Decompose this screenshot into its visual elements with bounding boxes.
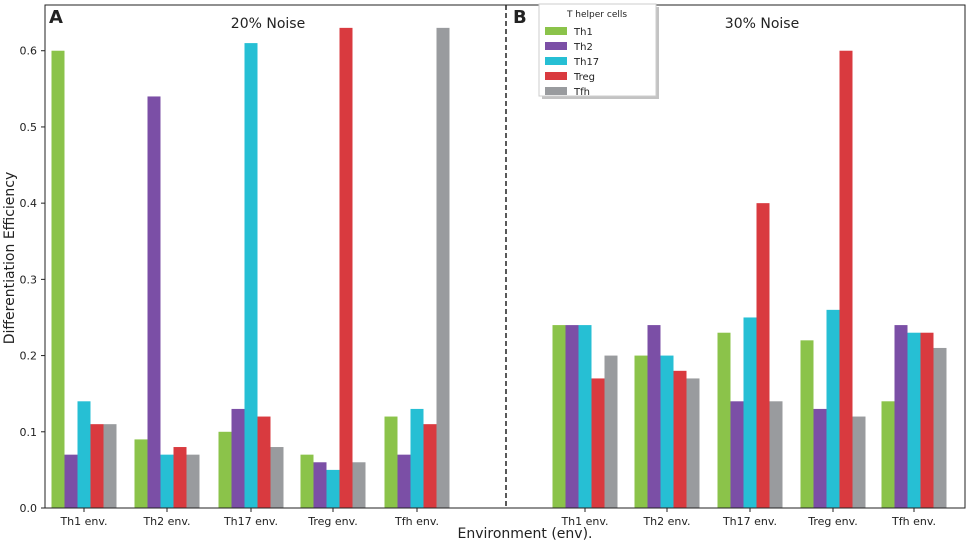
bar-b-tfh-5 — [933, 347, 947, 508]
bar-a-th2-4 — [313, 462, 327, 508]
bar-b-th17-5 — [907, 332, 921, 508]
legend-swatch-treg — [545, 72, 567, 80]
bar-b-th17-2 — [660, 355, 674, 508]
bar-a-tfh-2 — [186, 454, 200, 508]
bar-a-th17-5 — [410, 408, 424, 508]
x-tick-label: Th2 env. — [142, 515, 190, 528]
bar-b-tfh-4 — [852, 416, 866, 508]
bar-a-treg-5 — [423, 424, 437, 508]
bar-b-tfh-2 — [686, 378, 700, 508]
bar-a-th2-3 — [231, 408, 245, 508]
bar-a-treg-1 — [90, 424, 104, 508]
bar-b-tfh-3 — [769, 401, 783, 508]
bar-a-th1-1 — [51, 50, 65, 509]
legend-label-tfh: Tfh — [573, 87, 590, 98]
x-tick-label: Th2 env. — [642, 515, 690, 528]
x-tick-label: Th1 env. — [560, 515, 608, 528]
legend-swatch-th2 — [545, 42, 567, 50]
y-tick-label: 0.3 — [20, 273, 38, 286]
bar-a-th2-5 — [397, 454, 411, 508]
bar-b-treg-1 — [591, 378, 605, 508]
bar-a-th17-1 — [77, 401, 91, 508]
legend-items: Th1 Th2 Th17 Treg Tfh — [545, 27, 599, 98]
legend-swatch-th17 — [545, 57, 567, 65]
bar-a-treg-3 — [257, 416, 271, 508]
bar-b-th1-2 — [634, 355, 648, 508]
bar-b-treg-2 — [673, 370, 687, 508]
bar-b-th17-1 — [578, 325, 592, 508]
bar-b-th1-1 — [552, 325, 566, 508]
bar-b-treg-4 — [839, 50, 853, 509]
panel-a-label: A — [49, 7, 63, 28]
x-tick-label: Treg env. — [307, 515, 358, 528]
bar-a-th17-4 — [326, 469, 340, 508]
legend-label-treg: Treg — [573, 72, 595, 83]
bar-b-th2-4 — [813, 408, 827, 508]
x-tick-label: Th17 env. — [223, 515, 278, 528]
bar-b-th1-4 — [800, 340, 814, 508]
legend-label-th1: Th1 — [573, 27, 593, 38]
x-tick-label: Treg env. — [807, 515, 858, 528]
y-tick-label: 0.0 — [20, 502, 38, 515]
bar-b-treg-5 — [920, 332, 934, 508]
panel-b-label: B — [513, 7, 527, 28]
y-tick-label: 0.4 — [20, 197, 38, 210]
y-tick-label: 0.2 — [20, 350, 38, 363]
bar-b-th17-3 — [743, 317, 757, 508]
y-tick-label: 0.1 — [20, 426, 38, 439]
bar-a-treg-2 — [173, 447, 187, 508]
x-tick-label: Tfh env. — [394, 515, 439, 528]
bar-a-treg-4 — [339, 27, 353, 508]
bar-b-th2-3 — [730, 401, 744, 508]
bars-layer — [51, 27, 947, 509]
bar-b-th2-1 — [565, 325, 579, 508]
x-tick-label: Th1 env. — [59, 515, 107, 528]
legend-label-th2: Th2 — [573, 42, 593, 53]
y-tick-label: 0.6 — [20, 45, 38, 58]
bar-a-tfh-1 — [103, 424, 117, 508]
legend-swatch-tfh — [545, 87, 567, 95]
legend-swatch-th1 — [545, 27, 567, 35]
panel-a-title: 20% Noise — [231, 16, 305, 32]
y-axis-label: Differentiation Efficiency — [2, 172, 18, 345]
bar-a-th2-2 — [147, 96, 161, 509]
bar-a-tfh-5 — [436, 27, 450, 508]
legend-label-th17: Th17 — [573, 57, 599, 68]
panel-b-title: 30% Noise — [725, 16, 799, 32]
x-tick-label: Th17 env. — [722, 515, 777, 528]
bar-b-th17-4 — [826, 309, 840, 508]
bar-a-th1-3 — [218, 431, 232, 508]
bar-a-th1-2 — [134, 439, 148, 508]
bar-b-th1-5 — [881, 401, 895, 508]
plot-frame — [44, 4, 966, 509]
bar-b-treg-3 — [756, 203, 770, 508]
x-axis-label: Environment (env). — [458, 526, 593, 542]
x-tick-label: Tfh env. — [891, 515, 936, 528]
bar-a-th1-5 — [384, 416, 398, 508]
axes-layer: 0.0 0.1 0.2 0.3 0.4 0.5 0.6 Th1 env. Th2 env. Th1… — [20, 4, 966, 528]
bar-b-th1-3 — [717, 332, 731, 508]
bar-a-th17-3 — [244, 43, 258, 509]
bar-b-tfh-1 — [604, 355, 618, 508]
bar-b-th2-2 — [647, 325, 661, 508]
bar-a-th17-2 — [160, 454, 174, 508]
y-tick-label: 0.5 — [20, 121, 38, 134]
bar-a-th1-4 — [300, 454, 314, 508]
bar-a-tfh-4 — [352, 462, 366, 508]
legend: T helper cells Th1 Th2 Th17 Treg Tfh — [538, 3, 659, 99]
legend-title: T helper cells — [566, 10, 627, 20]
bar-a-th2-1 — [64, 454, 78, 508]
bar-b-th2-5 — [894, 325, 908, 508]
bar-a-tfh-3 — [270, 447, 284, 508]
